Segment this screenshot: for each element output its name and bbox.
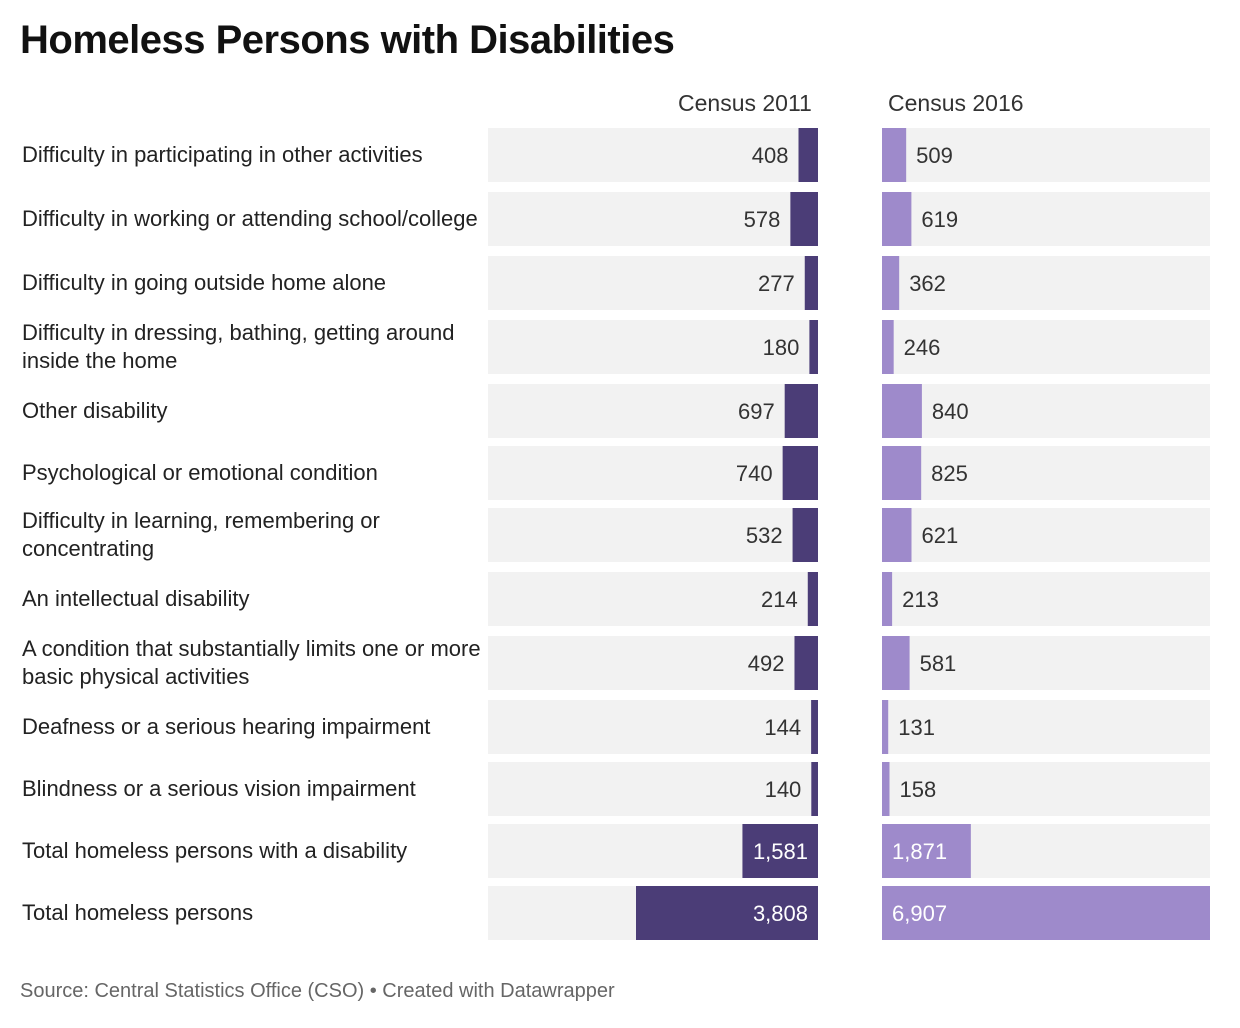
- row-label: Difficulty in learning, remembering or c…: [22, 508, 380, 561]
- bar-2016: [882, 636, 910, 690]
- chart-title: Homeless Persons with Disabilities: [20, 18, 675, 62]
- track-2016: [882, 128, 1210, 182]
- bar-2011: [636, 886, 818, 940]
- bar-2016: [882, 508, 912, 562]
- bar-2016: [882, 824, 971, 878]
- bar-2016: [882, 384, 922, 438]
- value-label-2016: 131: [898, 715, 935, 740]
- value-label-2011: 492: [748, 651, 785, 676]
- value-label-2016: 1,871: [892, 839, 947, 864]
- value-label-2016: 6,907: [892, 901, 947, 926]
- bar-2016: [882, 192, 912, 246]
- track-2011: [488, 572, 818, 626]
- bar-2011: [804, 256, 818, 310]
- bar-2016: [882, 762, 890, 816]
- row-label: Total homeless persons with a disability: [22, 838, 408, 863]
- value-label-2011: 3,808: [753, 901, 808, 926]
- bar-2011: [807, 572, 818, 626]
- bar-2016: [882, 128, 907, 182]
- value-label-2016: 213: [902, 587, 939, 612]
- track-2011: [488, 256, 818, 310]
- track-2016: [882, 256, 1210, 310]
- track-2016: [882, 572, 1210, 626]
- track-2011: [488, 700, 818, 754]
- bar-2011: [782, 446, 818, 500]
- row-label: Blindness or a serious vision impairment: [22, 776, 416, 801]
- row-label: Difficulty in dressing, bathing, getting…: [22, 320, 455, 373]
- track-2016: [882, 508, 1210, 562]
- track-2011: [488, 192, 818, 246]
- track-2016: [882, 446, 1210, 500]
- track-2011: [488, 636, 818, 690]
- bar-2016: [882, 256, 900, 310]
- value-label-2016: 825: [931, 461, 968, 486]
- value-label-2016: 246: [904, 335, 941, 360]
- row-label: Deafness or a serious hearing impairment: [22, 714, 431, 739]
- value-label-2016: 840: [932, 399, 969, 424]
- row-label: Difficulty in going outside home alone: [22, 270, 387, 295]
- value-label-2011: 214: [761, 587, 798, 612]
- track-2016: [882, 384, 1210, 438]
- bar-2011: [811, 762, 818, 816]
- bar-2011: [792, 508, 818, 562]
- track-2016: [882, 700, 1210, 754]
- row-label: Difficulty in working or attending schoo…: [22, 206, 478, 231]
- bar-2011: [790, 192, 818, 246]
- value-label-2016: 581: [920, 651, 957, 676]
- value-label-2011: 140: [765, 777, 802, 802]
- value-label-2011: 408: [752, 143, 789, 168]
- track-2011: [488, 320, 818, 374]
- row-label: Difficulty in participating in other act…: [22, 142, 423, 167]
- column-header-census-2016: Census 2016: [888, 90, 1024, 116]
- value-label-2011: 277: [758, 271, 795, 296]
- track-2016: [882, 762, 1210, 816]
- track-2016: [882, 320, 1210, 374]
- bar-2016: [882, 320, 894, 374]
- value-label-2016: 619: [921, 207, 958, 232]
- track-2016: [882, 192, 1210, 246]
- bar-2016: [882, 700, 889, 754]
- row-label: A condition that substantially limits on…: [22, 636, 481, 689]
- source-footer: Source: Central Statistics Office (CSO) …: [20, 980, 615, 1002]
- value-label-2016: 621: [921, 523, 958, 548]
- value-label-2011: 532: [746, 523, 783, 548]
- bar-2011: [742, 824, 818, 878]
- track-2011: [488, 384, 818, 438]
- row-label: An intellectual disability: [22, 586, 250, 611]
- row-label: Other disability: [22, 398, 168, 423]
- column-header-census-2011: Census 2011: [678, 90, 812, 116]
- row-label: Psychological or emotional condition: [22, 460, 378, 485]
- bar-2011: [809, 320, 818, 374]
- value-label-2016: 158: [900, 777, 937, 802]
- row-label: Total homeless persons: [22, 900, 254, 925]
- value-label-2011: 578: [744, 207, 781, 232]
- value-label-2016: 509: [916, 143, 953, 168]
- value-label-2011: 180: [763, 335, 800, 360]
- value-label-2011: 144: [764, 715, 801, 740]
- track-2011: [488, 128, 818, 182]
- track-2011: [488, 446, 818, 500]
- value-label-2011: 697: [738, 399, 775, 424]
- bar-2016: [882, 446, 922, 500]
- bar-2011: [798, 128, 818, 182]
- value-label-2011: 740: [736, 461, 773, 486]
- bar-2011: [794, 636, 818, 690]
- value-label-2011: 1,581: [753, 839, 808, 864]
- bar-2016: [882, 572, 893, 626]
- track-2011: [488, 508, 818, 562]
- track-2016: [882, 636, 1210, 690]
- value-label-2016: 362: [909, 271, 946, 296]
- bar-2011: [784, 384, 818, 438]
- bar-2016: [882, 886, 1210, 940]
- bar-2011: [811, 700, 818, 754]
- track-2011: [488, 762, 818, 816]
